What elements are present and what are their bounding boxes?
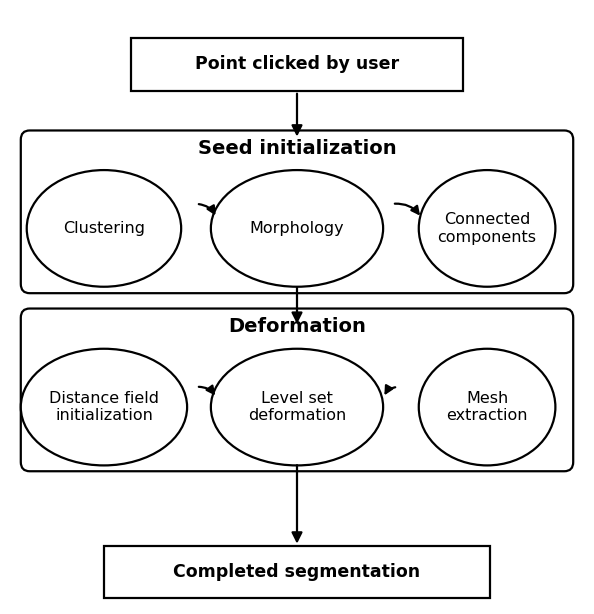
Ellipse shape: [27, 170, 181, 287]
Ellipse shape: [21, 349, 187, 465]
Text: Point clicked by user: Point clicked by user: [195, 55, 399, 74]
FancyBboxPatch shape: [21, 130, 573, 293]
Ellipse shape: [211, 170, 383, 287]
Ellipse shape: [419, 170, 555, 287]
FancyBboxPatch shape: [21, 308, 573, 472]
Text: Connected
components: Connected components: [438, 212, 536, 244]
Text: Level set
deformation: Level set deformation: [248, 391, 346, 423]
Ellipse shape: [419, 349, 555, 465]
Text: Completed segmentation: Completed segmentation: [173, 563, 421, 581]
FancyBboxPatch shape: [104, 546, 490, 598]
Text: Clustering: Clustering: [63, 221, 145, 236]
FancyBboxPatch shape: [131, 38, 463, 90]
Text: Seed initialization: Seed initialization: [198, 139, 396, 158]
Text: Morphology: Morphology: [249, 221, 345, 236]
Ellipse shape: [211, 349, 383, 465]
Text: Distance field
initialization: Distance field initialization: [49, 391, 159, 423]
Text: Mesh
extraction: Mesh extraction: [446, 391, 528, 423]
Text: Deformation: Deformation: [228, 317, 366, 336]
